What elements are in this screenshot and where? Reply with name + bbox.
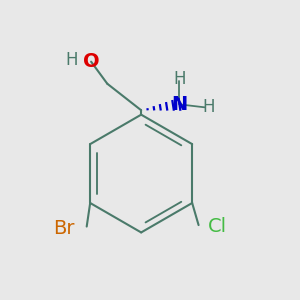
Text: H: H [202,98,215,116]
Text: Cl: Cl [207,217,226,236]
Text: H: H [66,51,78,69]
Text: H: H [173,70,186,88]
Text: N: N [171,95,188,114]
Text: O: O [83,52,99,71]
Text: Br: Br [53,218,75,238]
